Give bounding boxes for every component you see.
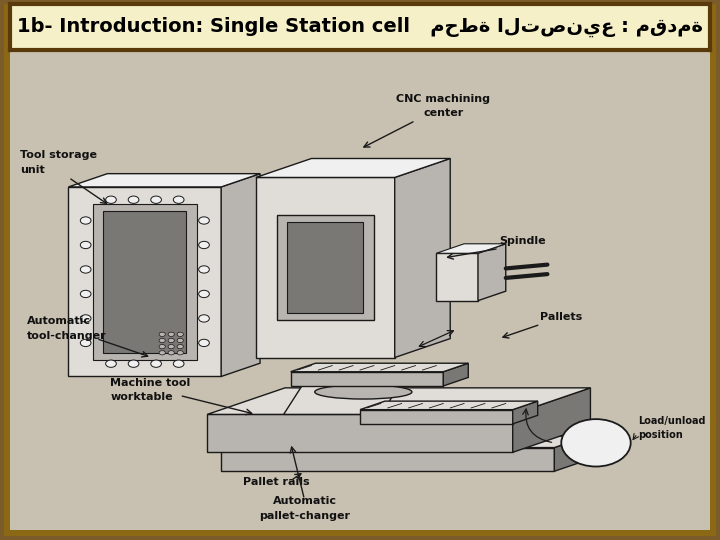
Circle shape (177, 350, 184, 355)
Ellipse shape (315, 385, 412, 399)
Circle shape (159, 345, 166, 349)
Circle shape (150, 360, 161, 367)
Text: center: center (423, 108, 464, 118)
Text: pallet-changer: pallet-changer (259, 511, 350, 521)
Polygon shape (478, 244, 505, 301)
Circle shape (81, 315, 91, 322)
Polygon shape (256, 159, 450, 178)
Circle shape (81, 266, 91, 273)
Polygon shape (513, 401, 538, 424)
Circle shape (199, 315, 210, 322)
Circle shape (81, 339, 91, 347)
Circle shape (159, 332, 166, 336)
Circle shape (199, 241, 210, 248)
Text: Spindle: Spindle (499, 236, 546, 246)
Text: position: position (638, 430, 683, 440)
Polygon shape (68, 174, 260, 187)
Circle shape (174, 360, 184, 367)
Circle shape (128, 360, 139, 367)
Polygon shape (207, 388, 590, 414)
Text: Pallet rails: Pallet rails (243, 477, 310, 488)
Circle shape (168, 350, 174, 355)
Circle shape (199, 266, 210, 273)
Polygon shape (256, 178, 395, 357)
Circle shape (168, 332, 174, 336)
Text: Automatic: Automatic (27, 316, 91, 326)
Circle shape (81, 291, 91, 298)
Circle shape (81, 241, 91, 248)
Polygon shape (444, 363, 468, 386)
Bar (10, 50, 710, 530)
Circle shape (174, 196, 184, 204)
Text: 1b- Introduction: Single Station cell   محطة التصنيع : مقدمة: 1b- Introduction: Single Station cell مح… (17, 17, 703, 37)
Polygon shape (103, 211, 186, 353)
Text: Load/unload: Load/unload (638, 416, 705, 426)
Polygon shape (221, 436, 588, 448)
Polygon shape (93, 204, 197, 360)
Text: Tool storage: Tool storage (20, 151, 97, 160)
Text: Machine tool: Machine tool (110, 378, 190, 388)
Circle shape (177, 339, 184, 342)
Circle shape (562, 419, 631, 467)
Polygon shape (291, 363, 468, 372)
Polygon shape (221, 174, 260, 376)
Text: unit: unit (20, 165, 45, 175)
Polygon shape (284, 384, 400, 414)
Circle shape (150, 196, 161, 204)
Polygon shape (276, 215, 374, 320)
Polygon shape (554, 436, 588, 471)
Text: tool-changer: tool-changer (27, 330, 107, 341)
Bar (10, 4, 710, 50)
Polygon shape (360, 410, 513, 424)
Text: worktable: worktable (110, 392, 173, 402)
Circle shape (177, 332, 184, 336)
Circle shape (106, 360, 117, 367)
Polygon shape (436, 253, 478, 301)
Polygon shape (436, 244, 505, 253)
Circle shape (177, 345, 184, 349)
Polygon shape (395, 159, 450, 357)
Polygon shape (207, 414, 513, 453)
Circle shape (159, 350, 166, 355)
Polygon shape (513, 388, 590, 453)
Circle shape (199, 217, 210, 224)
Circle shape (199, 339, 210, 347)
Circle shape (106, 196, 117, 204)
Polygon shape (221, 448, 554, 471)
Circle shape (168, 345, 174, 349)
Circle shape (199, 291, 210, 298)
Text: Pallets: Pallets (541, 312, 582, 322)
Circle shape (81, 217, 91, 224)
Text: CNC machining: CNC machining (396, 93, 490, 104)
Polygon shape (287, 222, 364, 313)
Text: Automatic: Automatic (272, 496, 336, 507)
Circle shape (168, 339, 174, 342)
Circle shape (159, 339, 166, 342)
Polygon shape (291, 372, 444, 386)
Polygon shape (360, 401, 538, 410)
Polygon shape (68, 187, 221, 376)
Circle shape (128, 196, 139, 204)
